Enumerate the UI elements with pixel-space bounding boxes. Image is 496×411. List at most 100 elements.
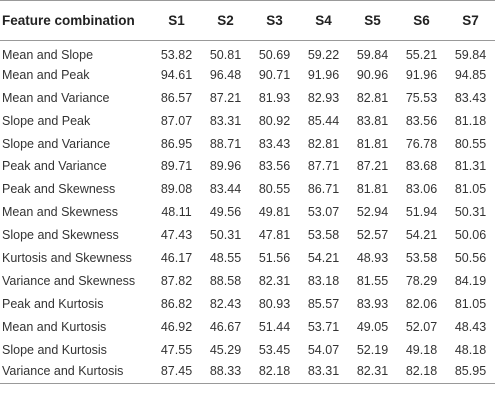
table-row: Mean and Kurtosis 46.92 46.67 51.44 53.71 49.… — [0, 315, 495, 338]
table-body: Mean and Slope 53.82 50.81 50.69 59.22 59.84 5… — [0, 41, 495, 385]
feature-cell: Slope and Peak — [2, 113, 91, 128]
value-cell-s3: 50.69 — [258, 48, 291, 63]
value-cell-s5: 48.93 — [356, 250, 389, 265]
value-cell-s6: 83.56 — [405, 113, 438, 128]
value-cell-s1: 46.92 — [160, 319, 193, 334]
value-cell-s7: 48.43 — [454, 319, 487, 334]
value-cell-s4: 54.21 — [307, 250, 340, 265]
value-cell-s2: 88.71 — [209, 136, 242, 151]
value-cell-s5: 52.57 — [356, 228, 389, 243]
table-row: Peak and Skewness 89.08 83.44 80.55 86.71 81.… — [0, 178, 495, 201]
value-cell-s2: 50.81 — [209, 48, 242, 63]
value-cell-s3: 81.93 — [258, 90, 291, 105]
value-cell-s7: 84.19 — [454, 273, 487, 288]
value-cell-s7: 50.06 — [454, 228, 487, 243]
feature-cell: Mean and Variance — [2, 90, 110, 105]
value-cell-s7: 81.18 — [454, 113, 487, 128]
value-cell-s5: 81.55 — [356, 273, 389, 288]
header-s5: S5 — [348, 0, 397, 41]
value-cell-s3: 47.81 — [258, 228, 291, 243]
value-cell-s3: 83.56 — [258, 159, 291, 174]
value-cell-s1: 47.43 — [160, 228, 193, 243]
value-cell-s5: 82.31 — [348, 360, 397, 385]
value-cell-s2: 83.44 — [209, 182, 242, 197]
value-cell-s1: 46.17 — [160, 250, 193, 265]
value-cell-s4: 53.58 — [307, 228, 340, 243]
value-cell-s2: 88.33 — [201, 360, 250, 385]
feature-cell: Peak and Skewness — [2, 182, 116, 197]
table-header: Feature combination S1 S2 S3 S4 S5 S6 S7 — [0, 0, 495, 41]
value-cell-s5: 83.81 — [356, 113, 389, 128]
value-cell-s5: 49.05 — [356, 319, 389, 334]
header-s2: S2 — [201, 0, 250, 41]
value-cell-s2: 89.96 — [209, 159, 242, 174]
header-feature-combination: Feature combination — [0, 0, 152, 41]
value-cell-s7: 81.31 — [454, 159, 487, 174]
table-row: Variance and Skewness 87.82 88.58 82.31 83.1… — [0, 269, 495, 292]
value-cell-s2: 45.29 — [209, 342, 242, 357]
value-cell-s3: 80.55 — [258, 182, 291, 197]
value-cell-s7: 81.05 — [454, 296, 487, 311]
value-cell-s1: 86.57 — [160, 90, 193, 105]
feature-cell: Mean and Skewness — [2, 205, 119, 220]
feature-cell: Slope and Kurtosis — [2, 342, 107, 357]
value-cell-s6: 83.68 — [405, 159, 438, 174]
value-cell-s1: 53.82 — [160, 48, 193, 63]
feature-cell: Variance and Kurtosis — [0, 360, 152, 385]
value-cell-s4: 82.93 — [307, 90, 340, 105]
value-cell-s6: 53.58 — [405, 250, 438, 265]
value-cell-s1: 87.82 — [160, 273, 193, 288]
value-cell-s7: 80.55 — [454, 136, 487, 151]
value-cell-s4: 59.22 — [307, 48, 340, 63]
value-cell-s4: 82.81 — [307, 136, 340, 151]
table-row: Slope and Peak 87.07 83.31 80.92 85.44 83.81 8… — [0, 109, 495, 132]
table-row: Slope and Kurtosis 47.55 45.29 53.45 54.07 52… — [0, 338, 495, 361]
value-cell-s5: 83.93 — [356, 296, 389, 311]
value-cell-s2: 88.58 — [209, 273, 242, 288]
table-row: Peak and Kurtosis 86.82 82.43 80.93 85.57 83.… — [0, 292, 495, 315]
feature-cell: Slope and Skewness — [2, 228, 119, 243]
value-cell-s2: 50.31 — [209, 228, 242, 243]
value-cell-s6: 82.18 — [397, 360, 446, 385]
value-cell-s5: 52.19 — [356, 342, 389, 357]
value-cell-s1: 89.08 — [160, 182, 193, 197]
value-cell-s6: 49.18 — [405, 342, 438, 357]
value-cell-s4: 53.71 — [307, 319, 340, 334]
value-cell-s1: 86.95 — [160, 136, 193, 151]
table-row: Mean and Peak 94.61 96.48 90.71 91.96 90.96 91… — [0, 63, 495, 86]
value-cell-s3: 80.92 — [258, 113, 291, 128]
value-cell-s2: 96.48 — [209, 67, 242, 82]
value-cell-s4: 85.57 — [307, 296, 340, 311]
value-cell-s5: 81.81 — [356, 182, 389, 197]
value-cell-s7: 50.56 — [454, 250, 487, 265]
value-cell-s1: 87.07 — [160, 113, 193, 128]
value-cell-s1: 47.55 — [160, 342, 193, 357]
value-cell-s5: 81.81 — [356, 136, 389, 151]
value-cell-s4: 53.07 — [307, 205, 340, 220]
value-cell-s2: 82.43 — [209, 296, 242, 311]
value-cell-s5: 87.21 — [356, 159, 389, 174]
header-row: Feature combination S1 S2 S3 S4 S5 S6 S7 — [0, 0, 495, 41]
value-cell-s2: 49.56 — [209, 205, 242, 220]
feature-cell: Mean and Slope — [2, 48, 94, 63]
value-cell-s3: 82.31 — [258, 273, 291, 288]
value-cell-s5: 90.96 — [356, 67, 389, 82]
header-s3: S3 — [250, 0, 299, 41]
feature-cell: Slope and Variance — [2, 136, 111, 151]
value-cell-s6: 55.21 — [405, 48, 438, 63]
value-cell-s3: 51.56 — [258, 250, 291, 265]
value-cell-s3: 80.93 — [258, 296, 291, 311]
table-row: Slope and Skewness 47.43 50.31 47.81 53.58 52… — [0, 224, 495, 247]
value-cell-s6: 91.96 — [405, 67, 438, 82]
value-cell-s3: 83.43 — [258, 136, 291, 151]
value-cell-s4: 54.07 — [307, 342, 340, 357]
value-cell-s4: 86.71 — [307, 182, 340, 197]
value-cell-s7: 81.05 — [454, 182, 487, 197]
value-cell-s6: 75.53 — [405, 90, 438, 105]
value-cell-s2: 46.67 — [209, 319, 242, 334]
value-cell-s1: 89.71 — [160, 159, 193, 174]
value-cell-s3: 49.81 — [258, 205, 291, 220]
value-cell-s3: 53.45 — [258, 342, 291, 357]
value-cell-s7: 48.18 — [454, 342, 487, 357]
